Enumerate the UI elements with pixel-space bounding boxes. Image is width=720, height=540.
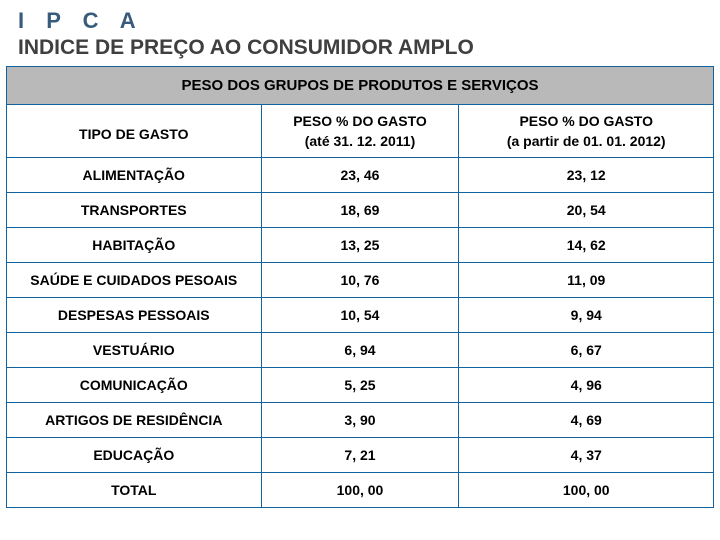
cell-peso1: 23, 46: [261, 158, 459, 193]
cell-peso2: 11, 09: [459, 263, 714, 298]
table-row: HABITAÇÃO13, 2514, 62: [7, 228, 714, 263]
table-row: SAÚDE E CUIDADOS PESOAIS10, 7611, 09: [7, 263, 714, 298]
cell-peso1: 5, 25: [261, 368, 459, 403]
cell-tipo: VESTUÁRIO: [7, 333, 262, 368]
table-group-title: PESO DOS GRUPOS DE PRODUTOS E SERVIÇOS: [7, 67, 714, 105]
cell-peso1: 100, 00: [261, 473, 459, 508]
cell-tipo: EDUCAÇÃO: [7, 438, 262, 473]
cell-peso2: 6, 67: [459, 333, 714, 368]
cell-peso2: 4, 37: [459, 438, 714, 473]
cell-peso2: 9, 94: [459, 298, 714, 333]
cell-tipo: TRANSPORTES: [7, 193, 262, 228]
title-full: INDICE DE PREÇO AO CONSUMIDOR AMPLO: [18, 36, 702, 60]
title-acronym: I P C A: [18, 8, 702, 34]
table-row: ARTIGOS DE RESIDÊNCIA3, 904, 69: [7, 403, 714, 438]
cell-peso1: 10, 54: [261, 298, 459, 333]
col-header-peso1-l1: PESO % DO GASTO: [261, 105, 459, 132]
cell-tipo: ALIMENTAÇÃO: [7, 158, 262, 193]
cell-peso2: 100, 00: [459, 473, 714, 508]
cell-peso2: 4, 69: [459, 403, 714, 438]
cell-peso1: 18, 69: [261, 193, 459, 228]
table-row: ALIMENTAÇÃO23, 4623, 12: [7, 158, 714, 193]
table-row: VESTUÁRIO6, 946, 67: [7, 333, 714, 368]
cell-peso1: 13, 25: [261, 228, 459, 263]
cell-tipo: SAÚDE E CUIDADOS PESOAIS: [7, 263, 262, 298]
cell-tipo: DESPESAS PESSOAIS: [7, 298, 262, 333]
cell-tipo: TOTAL: [7, 473, 262, 508]
table-row: DESPESAS PESSOAIS10, 549, 94: [7, 298, 714, 333]
col-header-peso2-l1: PESO % DO GASTO: [459, 105, 714, 132]
cell-peso2: 23, 12: [459, 158, 714, 193]
table-row: TOTAL100, 00100, 00: [7, 473, 714, 508]
cell-peso1: 7, 21: [261, 438, 459, 473]
table-row: TRANSPORTES18, 6920, 54: [7, 193, 714, 228]
table-container: PESO DOS GRUPOS DE PRODUTOS E SERVIÇOS T…: [0, 66, 720, 508]
page-header: I P C A INDICE DE PREÇO AO CONSUMIDOR AM…: [0, 0, 720, 66]
col-header-tipo: TIPO DE GASTO: [7, 105, 262, 158]
cell-tipo: COMUNICAÇÃO: [7, 368, 262, 403]
ipca-table: PESO DOS GRUPOS DE PRODUTOS E SERVIÇOS T…: [6, 66, 714, 508]
col-header-peso1-l2: (até 31. 12. 2011): [261, 131, 459, 158]
cell-peso1: 10, 76: [261, 263, 459, 298]
cell-tipo: ARTIGOS DE RESIDÊNCIA: [7, 403, 262, 438]
table-row: COMUNICAÇÃO5, 254, 96: [7, 368, 714, 403]
cell-peso2: 20, 54: [459, 193, 714, 228]
cell-tipo: HABITAÇÃO: [7, 228, 262, 263]
table-row: EDUCAÇÃO7, 214, 37: [7, 438, 714, 473]
col-header-peso2-l2: (a partir de 01. 01. 2012): [459, 131, 714, 158]
cell-peso1: 3, 90: [261, 403, 459, 438]
cell-peso1: 6, 94: [261, 333, 459, 368]
cell-peso2: 14, 62: [459, 228, 714, 263]
cell-peso2: 4, 96: [459, 368, 714, 403]
